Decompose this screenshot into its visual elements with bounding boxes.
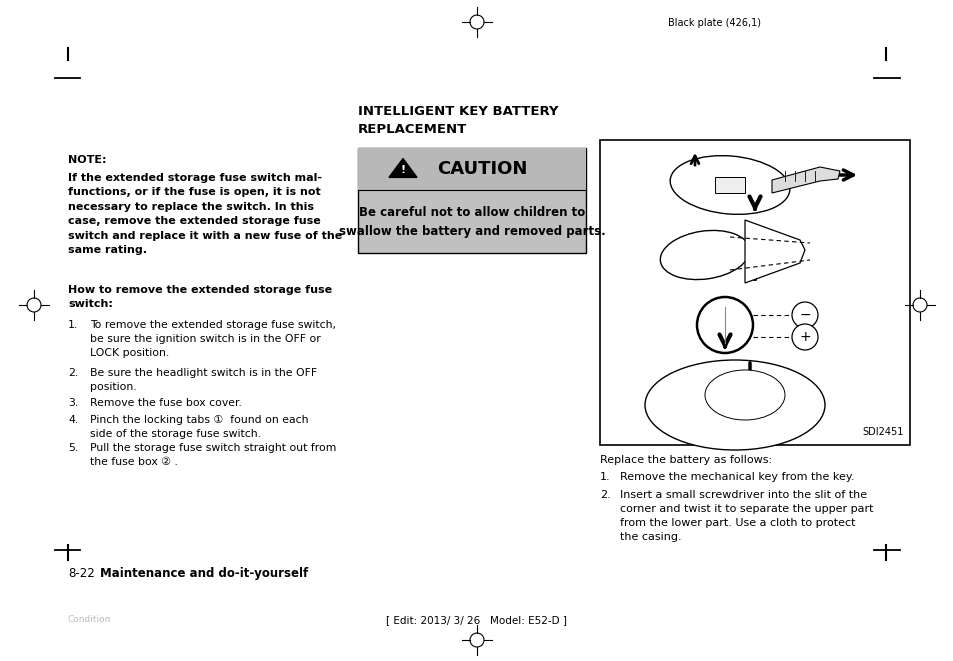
Text: 8-22: 8-22 [68,567,94,580]
Text: 5.: 5. [68,443,78,453]
Circle shape [791,324,817,350]
Text: Remove the fuse box cover.: Remove the fuse box cover. [90,398,242,408]
Text: 4.: 4. [68,415,78,425]
Text: 2.: 2. [599,490,610,500]
Circle shape [697,297,752,353]
Ellipse shape [644,360,824,450]
Text: Black plate (426,1): Black plate (426,1) [667,18,760,28]
Text: NOTE:: NOTE: [68,155,107,165]
Text: If the extended storage fuse switch mal-
functions, or if the fuse is open, it i: If the extended storage fuse switch mal-… [68,173,342,255]
Text: Condition: Condition [68,615,112,624]
Text: How to remove the extended storage fuse
switch:: How to remove the extended storage fuse … [68,285,332,309]
Bar [357,148,585,253]
Text: 1.: 1. [599,472,610,482]
Text: Be sure the headlight switch is in the OFF
position.: Be sure the headlight switch is in the O… [90,368,316,392]
Ellipse shape [659,231,749,280]
Text: Be careful not to allow children to
swallow the battery and removed parts.: Be careful not to allow children to swal… [338,206,605,237]
Text: SDI2451: SDI2451 [862,427,903,437]
Text: Pinch the locking tabs ①  found on each
side of the storage fuse switch.: Pinch the locking tabs ① found on each s… [90,415,308,439]
Text: 3.: 3. [68,398,78,408]
Text: 1.: 1. [68,320,78,330]
Text: CAUTION: CAUTION [436,160,527,178]
Text: INTELLIGENT KEY BATTERY
REPLACEMENT: INTELLIGENT KEY BATTERY REPLACEMENT [357,105,558,136]
Ellipse shape [704,370,784,420]
Bar [599,140,909,445]
Text: Maintenance and do-it-yourself: Maintenance and do-it-yourself [100,567,308,580]
Text: To remove the extended storage fuse switch,
be sure the ignition switch is in th: To remove the extended storage fuse swit… [90,320,335,358]
Polygon shape [744,220,804,283]
Text: Insert a small screwdriver into the slit of the
corner and twist it to separate : Insert a small screwdriver into the slit… [619,490,873,542]
Text: !: ! [400,165,405,175]
Text: Remove the mechanical key from the key.: Remove the mechanical key from the key. [619,472,854,482]
Polygon shape [771,167,840,193]
Text: [ Edit: 2013/ 3/ 26   Model: E52-D ]: [ Edit: 2013/ 3/ 26 Model: E52-D ] [386,615,567,625]
Text: Replace the battery as follows:: Replace the battery as follows: [599,455,771,465]
Circle shape [791,302,817,328]
Polygon shape [389,159,416,177]
Text: +: + [799,330,810,344]
Text: 2.: 2. [68,368,78,378]
Bar [714,177,744,193]
Text: −: − [799,308,810,322]
Bar [357,148,585,190]
Text: Pull the storage fuse switch straight out from
the fuse box ② .: Pull the storage fuse switch straight ou… [90,443,336,467]
Ellipse shape [669,155,789,214]
